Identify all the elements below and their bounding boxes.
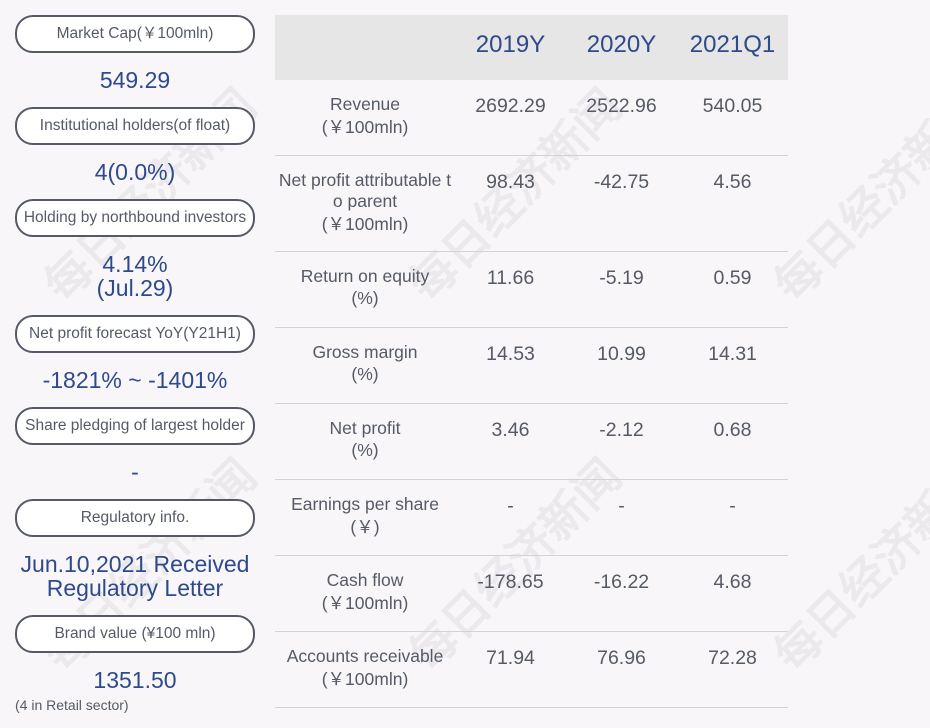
column-header: 2021Q1	[689, 31, 776, 58]
table-row: Cash flow (￥100mln) -178.65 -16.22 4.68	[275, 556, 788, 632]
row-label: Return on equity	[300, 266, 430, 286]
table-cell: 540.05	[702, 95, 763, 117]
table-cell: -	[729, 495, 736, 517]
table-cell: -5.19	[599, 267, 644, 289]
stock-summary-panel: Market Cap(￥100mln) 549.29 Institutional…	[0, 0, 270, 728]
row-unit: (￥100mln)	[321, 669, 409, 689]
table-cell: 14.53	[486, 343, 535, 365]
row-unit: (%)	[351, 288, 379, 308]
table-cell: 76.96	[597, 647, 646, 669]
row-unit: (￥100mln)	[321, 593, 409, 613]
table-row: Net profit (%) 3.46 -2.12 0.68	[275, 404, 788, 480]
table-cell: -	[618, 495, 625, 517]
row-unit: (%)	[351, 364, 379, 384]
table-cell: -	[507, 495, 514, 517]
net-profit-forecast-label: Net profit forecast YoY(Y21H1)	[15, 315, 255, 353]
table-cell: 4.56	[713, 171, 752, 193]
row-unit: (￥100mln)	[321, 117, 409, 137]
table-cell: 14.31	[708, 343, 757, 365]
market-cap-value: 549.29	[99, 67, 171, 93]
northbound-holding-date: (Jul.29)	[96, 275, 174, 301]
table-row: Return on equity (%) 11.66 -5.19 0.59	[275, 252, 788, 328]
table-cell: -42.75	[593, 171, 650, 193]
brand-value-value: 1351.50	[93, 667, 177, 693]
share-pledging-label: Share pledging of largest holder	[15, 407, 255, 445]
table-cell: 2692.29	[475, 95, 546, 117]
northbound-holding-value: 4.14%	[102, 251, 168, 277]
institutional-holders-label: Institutional holders(of float)	[15, 107, 255, 145]
table-header: 2019Y 2020Y 2021Q1	[275, 15, 788, 80]
row-unit: (￥)	[350, 517, 380, 537]
column-header: 2020Y	[586, 31, 657, 58]
share-pledging-value: -	[131, 459, 139, 485]
row-label: Cash flow	[326, 570, 404, 590]
table-row: Accounts receivable (￥100mln) 71.94 76.9…	[275, 632, 788, 708]
row-label: Net profit attributable t	[278, 170, 452, 190]
table-row: Earnings per share (￥) - - -	[275, 480, 788, 556]
row-label: Gross margin	[312, 342, 418, 362]
table-row: Revenue (￥100mln) 2692.29 2522.96 540.05	[275, 80, 788, 156]
net-profit-forecast-value: -1821% ~ -1401%	[42, 367, 228, 393]
regulatory-info-value-2: Regulatory Letter	[46, 575, 224, 601]
table-cell: 0.68	[713, 419, 752, 441]
table-cell: -16.22	[593, 571, 650, 593]
row-label: Net profit	[329, 418, 401, 438]
table-cell: 3.46	[491, 419, 530, 441]
northbound-holding-label: Holding by northbound investors	[15, 199, 255, 237]
column-header: 2019Y	[475, 31, 546, 58]
brand-value-note: (4 in Retail sector)	[15, 697, 129, 713]
table-cell: 98.43	[486, 171, 535, 193]
row-unit: (￥100mln)	[321, 214, 409, 234]
financial-table: 2019Y 2020Y 2021Q1 Revenue (￥100mln) 269…	[275, 15, 788, 708]
row-label: Accounts receivable	[286, 646, 444, 666]
table-row: Net profit attributable t o parent (￥100…	[275, 156, 788, 252]
table-cell: -2.12	[599, 419, 644, 441]
brand-value-label: Brand value (¥100 mln)	[15, 615, 255, 653]
table-cell: 72.28	[708, 647, 757, 669]
institutional-holders-value: 4(0.0%)	[94, 159, 176, 185]
table-cell: 4.68	[713, 571, 752, 593]
regulatory-info-value: Jun.10,2021 Received	[20, 551, 250, 577]
table-cell: 10.99	[597, 343, 646, 365]
table-cell: 0.59	[713, 267, 752, 289]
table-cell: 71.94	[486, 647, 535, 669]
table-cell: 2522.96	[586, 95, 657, 117]
table-cell: -178.65	[477, 571, 544, 593]
table-cell: 11.66	[486, 267, 535, 289]
regulatory-info-label: Regulatory info.	[15, 499, 255, 537]
market-cap-label: Market Cap(￥100mln)	[15, 15, 255, 53]
row-label: Earnings per share	[291, 494, 439, 514]
row-unit: (%)	[351, 440, 379, 460]
table-row: Gross margin (%) 14.53 10.99 14.31	[275, 328, 788, 404]
row-label-cont: o parent	[332, 191, 398, 211]
row-label: Revenue	[329, 94, 401, 114]
